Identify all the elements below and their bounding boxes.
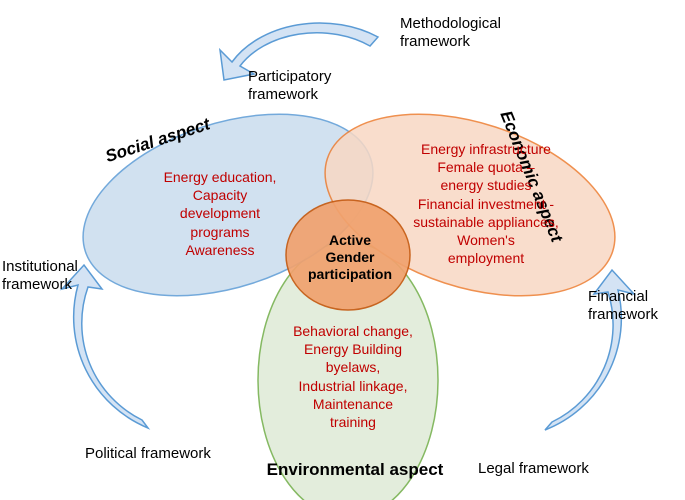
financial-text: Financial framework bbox=[588, 288, 658, 323]
legal-framework-label: Legal framework bbox=[478, 460, 589, 478]
political-framework-label: Political framework bbox=[85, 445, 211, 463]
political-text: Political framework bbox=[85, 445, 211, 462]
institutional-framework-label: Institutional framework bbox=[2, 258, 102, 294]
financial-framework-label: Financial framework bbox=[588, 288, 685, 324]
participatory-text: Participatory framework bbox=[248, 68, 331, 103]
economic-content: Energy infrastructure Female quota – ene… bbox=[396, 140, 576, 267]
institutional-text: Institutional framework bbox=[2, 258, 78, 293]
social-content: Energy education, Capacity development p… bbox=[150, 168, 290, 259]
environmental-aspect-title: Environmental aspect bbox=[260, 460, 450, 480]
methodological-text: Methodological framework bbox=[400, 15, 501, 50]
center-label: ActiveGenderparticipation bbox=[300, 232, 400, 282]
legal-text: Legal framework bbox=[478, 460, 589, 477]
methodological-framework-label: Methodological framework bbox=[400, 15, 540, 51]
participatory-framework-label: Participatory framework bbox=[248, 68, 378, 104]
environmental-content: Behavioral change, Energy Building byela… bbox=[278, 322, 428, 431]
